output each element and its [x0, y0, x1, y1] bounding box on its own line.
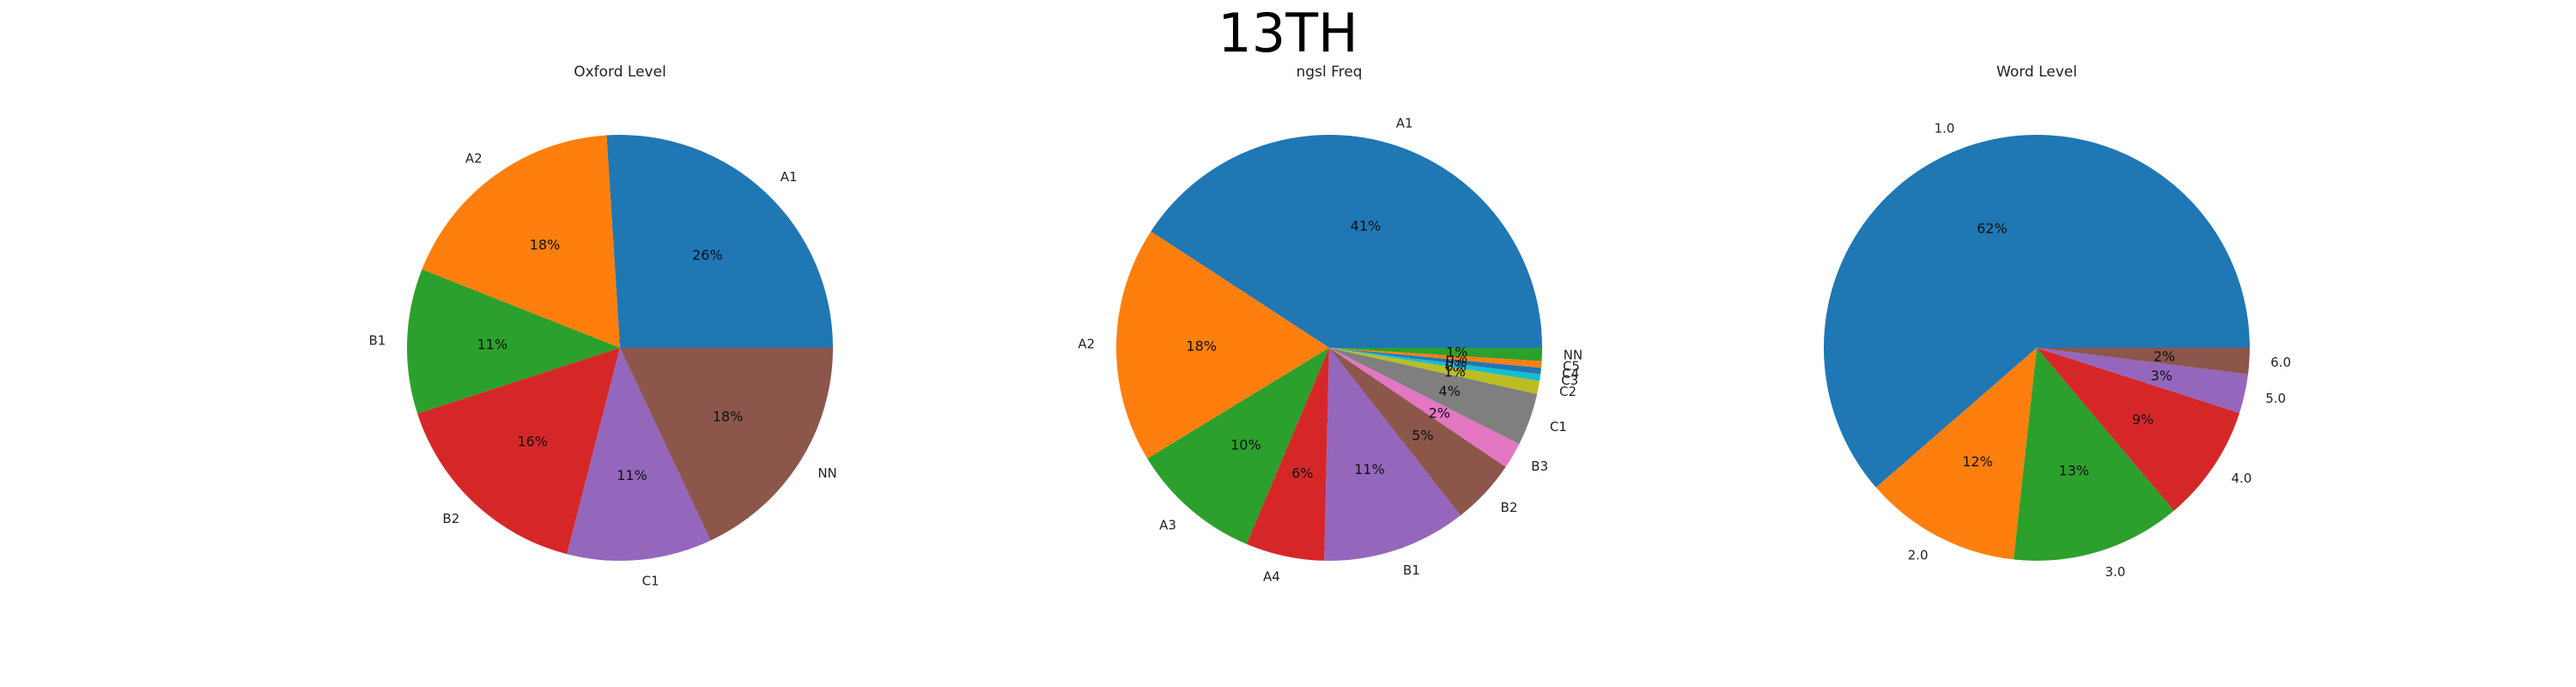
- slice-label-6-0: 6.0: [2270, 355, 2291, 370]
- slice-label-nn: NN: [1564, 348, 1583, 363]
- slice-percent-3-0: 13%: [2059, 462, 2090, 478]
- slice-label-a1: A1: [1396, 116, 1413, 131]
- slice-label-b3: B3: [1531, 459, 1548, 474]
- slice-label-c3: C3: [1561, 373, 1578, 388]
- slice-percent-a2: 18%: [1186, 338, 1217, 355]
- slice-label-4-0: 4.0: [2232, 471, 2252, 486]
- pie-slice-nn: [620, 348, 833, 541]
- slice-label-c1: C1: [1550, 419, 1567, 435]
- slice-percent-5-0: 3%: [2151, 368, 2172, 384]
- slice-label-b1: B1: [368, 332, 386, 348]
- chart-title: ngsl Freq: [1297, 64, 1363, 81]
- pie-slice-a1: [606, 134, 833, 348]
- pie-slice-nn: [1329, 348, 1542, 362]
- slice-percent-b3: 2%: [1429, 404, 1450, 421]
- slice-percent-a3: 10%: [1230, 437, 1261, 453]
- slice-label-3-0: 3.0: [2105, 564, 2125, 580]
- slice-label-5-0: 5.0: [2265, 391, 2286, 406]
- slice-label-a3: A3: [1159, 518, 1176, 533]
- chart-title: Word Level: [1996, 64, 2077, 81]
- pie-slice-b2: [417, 348, 620, 555]
- slice-percent-b2: 16%: [517, 433, 548, 449]
- slice-label-1-0: 1.0: [1935, 120, 1955, 136]
- pie-word-level: 1.0 62% 2.0 12% 3.0 13% 4.0 9% 5.0 3% 6.0 2% Word Le…: [1824, 64, 2291, 580]
- pie-slice-b1: [406, 269, 620, 414]
- slice-percent-b1: 11%: [477, 336, 507, 352]
- pie-slice-2-0: [1875, 348, 2037, 560]
- slice-percent-1-0: 62%: [1977, 221, 2008, 237]
- chart-title: Oxford Level: [574, 64, 666, 81]
- pie-slice-b1: [1324, 348, 1461, 561]
- pie-slice-c5: [1329, 348, 1542, 368]
- slice-label-2-0: 2.0: [1908, 548, 1929, 563]
- pie-slice-c4: [1329, 348, 1541, 374]
- pie-slice-6-0: [2037, 348, 2250, 374]
- slice-label-a1: A1: [781, 169, 798, 185]
- slice-label-nn: NN: [817, 465, 836, 481]
- slice-label-c1: C1: [642, 574, 659, 589]
- slice-percent-nn: 18%: [713, 409, 744, 425]
- slice-label-b2: B2: [1501, 500, 1518, 515]
- slice-percent-2-0: 12%: [1962, 453, 1993, 470]
- slice-label-c2: C2: [1559, 384, 1577, 399]
- pie-oxford-level: A1 26% A2 18% B1 11% B2 16% C1 11% NN 18% Oxford Lev…: [368, 64, 836, 589]
- slice-percent-c1: 4%: [1438, 383, 1460, 399]
- slice-label-b2: B2: [442, 511, 459, 526]
- slice-percent-nn: 1%: [1446, 344, 1467, 361]
- pie-slice-4-0: [2037, 348, 2240, 511]
- slice-percent-b1: 11%: [1354, 461, 1385, 477]
- pie-slice-a3: [1147, 348, 1329, 544]
- pie-slice-b2: [1329, 348, 1506, 516]
- slice-percent-4-0: 9%: [2132, 411, 2154, 428]
- figure-suptitle: 13TH: [1218, 2, 1358, 64]
- pie-slice-c3: [1329, 348, 1541, 381]
- slice-percent-a1: 41%: [1351, 217, 1382, 234]
- pie-slice-a4: [1246, 348, 1329, 561]
- pie-slice-a2: [1116, 231, 1329, 459]
- slice-label-a4: A4: [1263, 569, 1280, 585]
- pie-slice-c1: [567, 348, 711, 561]
- pie-slice-3-0: [2014, 348, 2174, 561]
- slice-label-c5: C5: [1563, 358, 1580, 374]
- slice-percent-b2: 5%: [1412, 427, 1433, 443]
- slice-percent-6-0: 2%: [2154, 348, 2175, 364]
- pie-ngsl-freq: A1 41% A2 18% A3 10% A4 6% B1 11% B2 5% B3 2% C1 4% C2 1%…: [1078, 64, 1583, 585]
- slice-label-c4: C4: [1562, 366, 1579, 381]
- slice-label-b1: B1: [1403, 562, 1420, 578]
- slice-percent-a1: 26%: [692, 247, 723, 264]
- slice-percent-a4: 6%: [1291, 465, 1313, 481]
- slice-label-a2: A2: [465, 150, 483, 166]
- pie-slice-a1: [1151, 135, 1542, 348]
- pie-slice-1-0: [1824, 134, 2250, 488]
- slice-label-a2: A2: [1078, 337, 1095, 352]
- pie-slice-b3: [1329, 348, 1520, 467]
- pie-slice-5-0: [2037, 348, 2249, 413]
- pie-slice-c1: [1329, 348, 1538, 445]
- pie-slice-a2: [422, 135, 620, 348]
- slice-percent-c1: 11%: [617, 467, 647, 483]
- pie-slice-c2: [1329, 348, 1540, 394]
- slice-percent-a2: 18%: [530, 237, 561, 253]
